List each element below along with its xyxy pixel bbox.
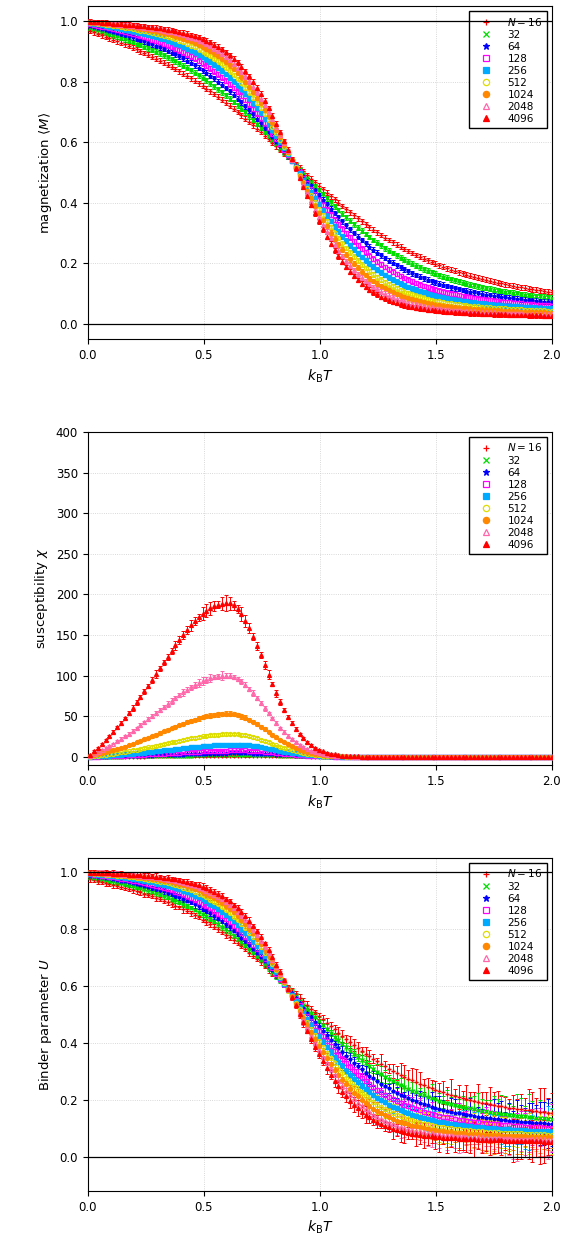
X-axis label: $k_{\mathrm{B}}T$: $k_{\mathrm{B}}T$ — [307, 1219, 333, 1234]
X-axis label: $k_{\mathrm{B}}T$: $k_{\mathrm{B}}T$ — [307, 793, 333, 811]
Y-axis label: Binder parameter $U$: Binder parameter $U$ — [37, 958, 54, 1091]
Y-axis label: susceptibility $\chi$: susceptibility $\chi$ — [33, 548, 50, 649]
X-axis label: $k_{\mathrm{B}}T$: $k_{\mathrm{B}}T$ — [307, 368, 333, 385]
Legend: $N = 16$, 32, 64, 128, 256, 512, 1024, 2048, 4096: $N = 16$, 32, 64, 128, 256, 512, 1024, 2… — [469, 11, 547, 128]
Legend: $N = 16$, 32, 64, 128, 256, 512, 1024, 2048, 4096: $N = 16$, 32, 64, 128, 256, 512, 1024, 2… — [469, 864, 547, 980]
Y-axis label: magnetization $\langle M \rangle$: magnetization $\langle M \rangle$ — [37, 111, 54, 233]
Legend: $N = 16$, 32, 64, 128, 256, 512, 1024, 2048, 4096: $N = 16$, 32, 64, 128, 256, 512, 1024, 2… — [469, 437, 547, 554]
